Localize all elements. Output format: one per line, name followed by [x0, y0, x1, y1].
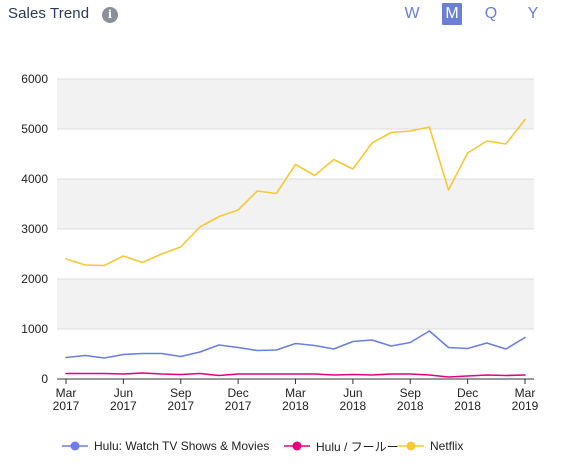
x-tick-label-year: 2019 [512, 399, 539, 413]
y-tick-label: 4000 [21, 172, 48, 186]
period-year-button[interactable]: Y [527, 5, 539, 22]
series-line-netflix [65, 118, 526, 267]
period-week-button[interactable]: W [404, 5, 420, 22]
legend-label-hulu-watch: Hulu: Watch TV Shows & Movies [94, 439, 270, 453]
x-tick-label-year: 2018 [397, 399, 424, 413]
plot-band [57, 179, 534, 229]
legend-item-hulu-jp[interactable]: Hulu / フールー [284, 436, 399, 456]
series-line-hulu-watch [65, 330, 526, 359]
series-lines [65, 118, 526, 378]
x-tick-label-year: 2017 [110, 399, 137, 413]
legend-label-hulu-jp: Hulu / フールー [316, 439, 399, 454]
chart-legend: Hulu: Watch TV Shows & Movies Hulu / フール… [0, 436, 561, 456]
period-month-button[interactable]: M [442, 3, 462, 25]
series-line-hulu-jp [65, 372, 526, 378]
legend-item-netflix[interactable]: Netflix [398, 436, 463, 456]
legend-swatch-hulu-watch [62, 441, 88, 451]
x-tick-label-month: Mar [515, 386, 536, 400]
x-tick-label-year: 2017 [53, 399, 80, 413]
period-quarter-button[interactable]: Q [484, 5, 498, 22]
x-tick-label-year: 2017 [225, 399, 252, 413]
x-tick-label-month: Mar [285, 386, 306, 400]
y-tick-label: 6000 [21, 72, 48, 86]
chart-title: Sales Trend [8, 5, 90, 22]
legend-label-netflix: Netflix [430, 439, 464, 453]
y-tick-label: 5000 [21, 122, 48, 136]
x-tick-label-year: 2018 [340, 399, 367, 413]
x-tick-label-month: Jun [114, 386, 133, 400]
x-tick-label-year: 2018 [282, 399, 309, 413]
x-tick-label-month: Sep [400, 386, 422, 400]
chart-header: Sales Trend i W M Q Y [0, 0, 561, 32]
legend-swatch-netflix [398, 441, 424, 451]
y-tick-label: 1000 [21, 322, 48, 336]
x-tick-label-year: 2017 [167, 399, 194, 413]
plot-band [57, 79, 534, 129]
legend-swatch-hulu-jp [284, 441, 310, 451]
y-tick-label: 3000 [21, 222, 48, 236]
y-tick-label: 0 [41, 372, 48, 386]
plot-band [57, 229, 534, 279]
x-tick-label-month: Dec [457, 386, 478, 400]
y-axis-tick-labels: 0 1000 2000 3000 4000 5000 6000 [21, 72, 48, 386]
y-tick-label: 2000 [21, 272, 48, 286]
x-tick-label-month: Mar [56, 386, 77, 400]
legend-item-hulu-watch[interactable]: Hulu: Watch TV Shows & Movies [62, 436, 269, 456]
info-icon[interactable]: i [102, 7, 118, 23]
plot-band [57, 279, 534, 329]
x-tick-label-month: Dec [227, 386, 248, 400]
x-axis: Mar2017Jun2017Sep2017Dec2017Mar2018Jun20… [53, 379, 539, 413]
plot-band [57, 129, 534, 179]
period-selector: W M Q Y [0, 3, 561, 27]
x-tick-label-year: 2018 [454, 399, 481, 413]
x-tick-label-month: Sep [170, 386, 192, 400]
x-tick-label-month: Jun [343, 386, 362, 400]
